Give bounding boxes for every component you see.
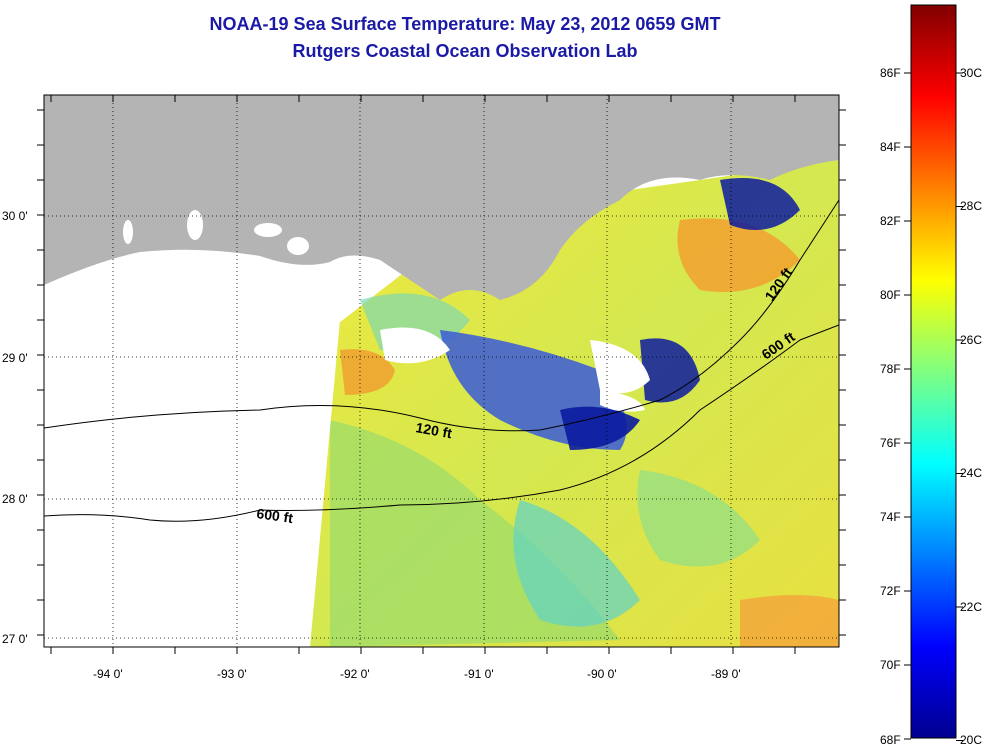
colorbar-f-label: 76F	[880, 436, 901, 450]
contour-label: 600 ft	[256, 505, 295, 526]
map-subtitle: Rutgers Coastal Ocean Observation Lab	[292, 41, 638, 61]
lon-label: -91 0'	[464, 667, 494, 681]
contour-600ft	[44, 324, 839, 522]
colorbar-f-label: 86F	[880, 66, 901, 80]
lat-label: 28 0'	[2, 492, 28, 506]
lon-label: -90 0'	[587, 667, 617, 681]
no-data-region	[380, 327, 450, 364]
no-data-region	[590, 340, 650, 394]
colorbar-f-label: 84F	[880, 140, 901, 154]
sst-cold-patch	[720, 178, 800, 230]
colorbar-f-label: 70F	[880, 658, 901, 672]
lon-label: -94 0'	[93, 667, 123, 681]
contour-label: 120 ft	[414, 419, 453, 441]
colorbar-f-label: 72F	[880, 584, 901, 598]
sst-cool-patch	[513, 500, 640, 627]
sst-warm-patch	[340, 349, 395, 395]
sst-cold-patch	[560, 406, 640, 450]
lon-label: -89 0'	[711, 667, 741, 681]
colorbar-c-label: 28C	[960, 199, 982, 213]
sst-cool-patch	[637, 470, 760, 567]
lake	[187, 210, 203, 240]
axis-ticks	[37, 95, 846, 654]
colorbar-f-label: 82F	[880, 214, 901, 228]
sst-warm-patch	[740, 595, 839, 647]
lat-label: 30 0'	[2, 209, 28, 223]
lon-label: -93 0'	[217, 667, 247, 681]
colorbar-gradient	[910, 4, 957, 739]
land-mass	[44, 95, 839, 300]
colorbar-c-label: 24C	[960, 466, 982, 480]
colorbar-c-label: 26C	[960, 333, 982, 347]
colorbar-c-label: 22C	[960, 600, 982, 614]
colorbar-f-label: 74F	[880, 510, 901, 524]
lat-label: 27 0'	[2, 632, 28, 646]
lat-label: 29 0'	[2, 351, 28, 365]
lake	[123, 220, 133, 244]
lon-label: -92 0'	[340, 667, 370, 681]
sst-cold-patch	[640, 338, 700, 403]
sst-warm-patch	[677, 218, 800, 292]
colorbar-ticks	[904, 72, 963, 741]
contour-120ft	[44, 199, 839, 432]
map-title: NOAA-19 Sea Surface Temperature: May 23,…	[209, 14, 721, 34]
colorbar-f-label: 78F	[880, 362, 901, 376]
colorbar-c-label: 30C	[960, 66, 982, 80]
lake	[254, 223, 282, 237]
lake	[287, 237, 309, 255]
no-data-region	[44, 280, 340, 647]
plot-frame	[43, 94, 840, 648]
no-data-region	[600, 390, 645, 412]
graticule	[44, 95, 839, 647]
colorbar-f-label: 68F	[880, 733, 901, 747]
colorbar-c-label: 20C	[960, 733, 982, 747]
colorbar-f-label: 80F	[880, 288, 901, 302]
